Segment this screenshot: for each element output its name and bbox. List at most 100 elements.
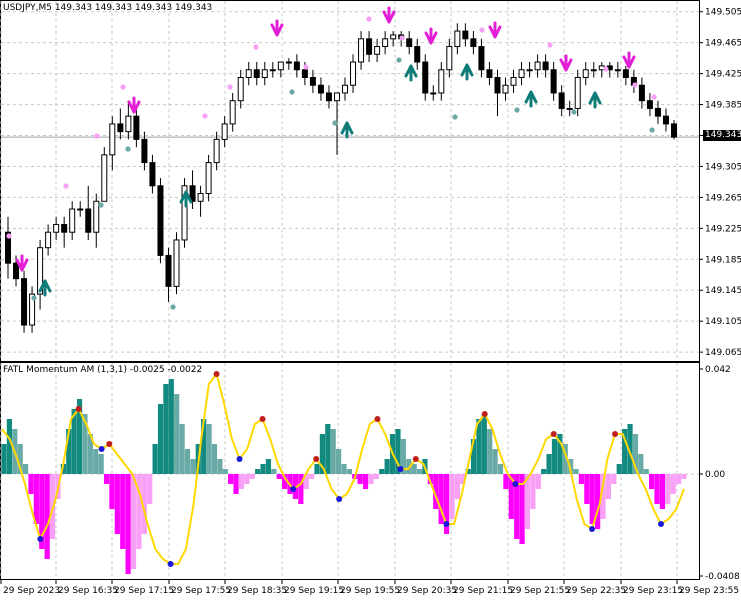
candle-body [221,123,228,140]
candle-body [29,293,36,326]
momentum-bar [627,424,633,474]
momentum-bar [39,474,45,549]
peak-dot [75,406,82,412]
trough-dot [443,521,450,527]
momentum-bar [206,424,212,474]
signal-dot-pink [366,16,372,22]
buy-arrow-icon [460,63,474,81]
time-axis-label: 29 Sep 2023 [3,586,60,596]
candle-body [558,92,565,109]
signal-dot-teal [649,127,655,133]
momentum-bar [465,469,471,474]
candle-body [149,162,156,187]
candle-body [430,92,437,95]
candle-body [13,262,20,280]
momentum-bar [125,474,131,574]
candle-body [662,115,669,125]
momentum-bar [179,424,185,474]
candle-body [229,100,236,125]
momentum-bar [71,409,77,474]
trough-dot [290,486,297,492]
candle-body [350,61,357,86]
momentum-bar [314,464,320,474]
momentum-bar [60,464,66,474]
momentum-bar [249,474,255,479]
momentum-bar [309,474,315,479]
candle-body [261,69,268,78]
signal-dot-pink [202,113,208,119]
y-tick-label: 149.385 [705,101,741,111]
main-plot-frame [0,0,700,362]
candle-body [277,61,284,71]
candle-body [93,200,100,233]
momentum-bar [541,469,547,474]
momentum-bar [492,449,498,474]
momentum-bar [578,474,585,484]
y-tick-label: 149.465 [705,39,741,49]
sell-arrow-icon [382,6,396,24]
candle-body [333,92,340,102]
candle-body [478,46,485,71]
signal-dot-teal [98,202,104,208]
momentum-bar [557,434,563,474]
signal-dot-pink [63,183,69,189]
candle-body [486,69,493,78]
time-axis-label: 29 Sep 21:15 [453,586,513,596]
y-tick-label: 149.145 [705,286,741,296]
momentum-bar [406,459,412,474]
momentum-bar [362,474,369,489]
main-chart-header: USDJPY,M5 149.343 149.343 149.343 149.34… [3,3,213,13]
candle-body [197,193,204,202]
momentum-bar [584,474,590,504]
momentum-bar [152,444,158,474]
y-tick-label: 149.225 [705,224,741,234]
momentum-bar [147,474,153,504]
momentum-bar [659,474,666,509]
candle-body [253,69,260,78]
candle-body [622,69,629,78]
momentum-bar [476,419,482,474]
candle-body [157,185,164,256]
candle-body [414,46,421,63]
momentum-bar [28,474,34,494]
momentum-bar [17,444,23,474]
candle-body [181,185,188,241]
momentum-bar [524,474,531,529]
momentum-bar [255,469,261,474]
momentum-bar [265,459,272,474]
candle-body [69,208,76,233]
peak-dot [550,431,557,437]
candle-body [542,61,549,71]
momentum-bar [82,414,88,474]
time-axis-label: 29 Sep 23:15 [623,586,683,596]
momentum-bar [454,474,460,499]
momentum-bar [519,474,525,544]
sell-arrow-icon [488,21,502,39]
signal-dot-pink [479,27,485,33]
momentum-bar [201,419,207,474]
peak-dot [259,416,266,422]
momentum-signal-line [1,371,685,565]
momentum-bar [22,464,29,474]
candle-body [285,61,292,64]
candle-body [342,84,349,94]
momentum-bar [616,464,622,474]
momentum-bar [103,474,110,484]
momentum-bar [217,459,223,474]
signal-dot-teal [571,109,577,115]
signal-dot-pink [547,42,553,48]
y-tick-label: 149.505 [705,8,741,18]
momentum-bar [163,384,169,474]
current-price-label: 149.343 [703,130,741,141]
candle-body [125,115,132,133]
momentum-bar [384,459,390,474]
momentum-bar [319,434,326,474]
momentum-bar [336,449,342,474]
signal-dot-pink [6,233,12,239]
candle-body [61,223,68,233]
momentum-bar [460,474,466,484]
candle-body [165,254,172,287]
trough-dot [98,446,105,452]
